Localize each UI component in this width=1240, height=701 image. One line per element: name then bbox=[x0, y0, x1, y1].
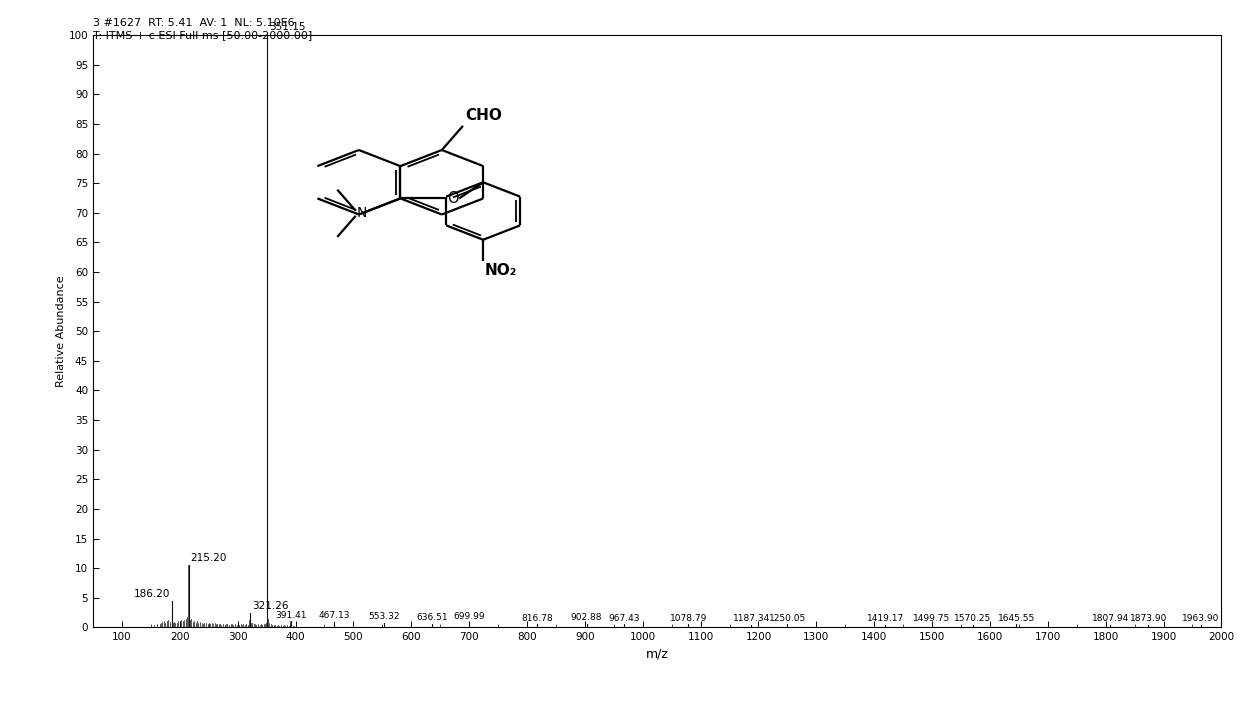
Text: 699.99: 699.99 bbox=[454, 613, 485, 622]
Text: 215.20: 215.20 bbox=[190, 553, 227, 564]
Text: 636.51: 636.51 bbox=[417, 613, 448, 622]
Text: 902.88: 902.88 bbox=[570, 613, 603, 622]
Text: 467.13: 467.13 bbox=[319, 611, 350, 620]
Text: 816.78: 816.78 bbox=[521, 613, 553, 622]
Text: 1078.79: 1078.79 bbox=[670, 613, 707, 622]
Text: 321.26: 321.26 bbox=[252, 601, 288, 611]
Text: 1873.90: 1873.90 bbox=[1130, 614, 1167, 623]
Text: T: ITMS + c ESI Full ms [50.00-2000.00]: T: ITMS + c ESI Full ms [50.00-2000.00] bbox=[93, 30, 312, 40]
Text: 1807.94: 1807.94 bbox=[1091, 614, 1128, 623]
Y-axis label: Relative Abundance: Relative Abundance bbox=[56, 275, 66, 387]
Text: 391.41: 391.41 bbox=[275, 611, 306, 620]
Text: 967.43: 967.43 bbox=[608, 613, 640, 622]
Text: NO₂: NO₂ bbox=[484, 263, 517, 278]
Text: 1499.75: 1499.75 bbox=[914, 614, 951, 623]
Text: CHO: CHO bbox=[465, 108, 502, 123]
Text: 1570.25: 1570.25 bbox=[954, 614, 991, 623]
Text: 186.20: 186.20 bbox=[134, 589, 170, 599]
Text: 1250.05: 1250.05 bbox=[769, 613, 806, 622]
Text: O: O bbox=[446, 191, 459, 206]
Text: 351.15: 351.15 bbox=[269, 22, 305, 32]
Text: 1187.34: 1187.34 bbox=[733, 614, 770, 623]
X-axis label: m/z: m/z bbox=[646, 648, 668, 661]
Text: 553.32: 553.32 bbox=[368, 613, 401, 622]
Text: 1645.55: 1645.55 bbox=[998, 613, 1035, 622]
Text: 3 #1627  RT: 5.41  AV: 1  NL: 5.10E6: 3 #1627 RT: 5.41 AV: 1 NL: 5.10E6 bbox=[93, 18, 295, 27]
Text: 1419.17: 1419.17 bbox=[867, 614, 904, 623]
Text: 1963.90: 1963.90 bbox=[1182, 614, 1219, 623]
Text: N: N bbox=[357, 206, 367, 220]
